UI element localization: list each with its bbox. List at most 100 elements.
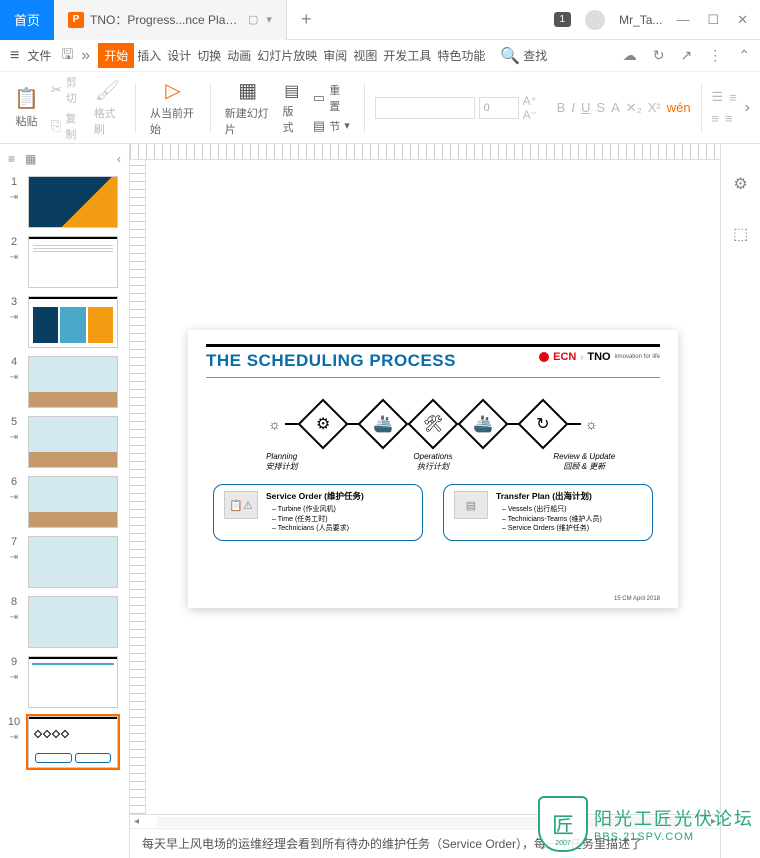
reset-button[interactable]: ▭重置 [313, 82, 350, 114]
ruler-vertical [130, 160, 146, 814]
underline-button[interactable]: U [581, 100, 590, 115]
slide-thumbnail[interactable]: 6⇥ [0, 472, 129, 532]
align-button[interactable]: ≡ [711, 111, 719, 126]
main-area: ≡ ▦ ‹ 1⇥2⇥3⇥4⇥5⇥6⇥7⇥8⇥9⇥10⇥ THE SCHEDULI… [0, 144, 760, 858]
section-button[interactable]: ▤节 ▾ [313, 118, 350, 134]
present-icon[interactable]: ▢ [248, 13, 258, 26]
menubar: ≡ 文件 🖫 » 开始 插入 设计 切换 动画 幻灯片放映 审阅 视图 开发工具… [0, 40, 760, 72]
paste-button[interactable]: 📋 粘贴 [10, 86, 43, 129]
canvas-scroll[interactable]: THE SCHEDULING PROCESS ECN › TNO innovat… [146, 160, 720, 814]
username: Mr_Ta... [619, 13, 662, 27]
toolbar: 📋 粘贴 ✂剪切 ⎘复制 🖌 格式刷 ▷ 从当前开始 ▦ 新建幻灯片 ▤ 版式 … [0, 72, 760, 144]
cloud-icon[interactable]: ☁ [623, 47, 637, 64]
slide-title: THE SCHEDULING PROCESS [206, 351, 456, 371]
file-menu[interactable]: 文件 [27, 47, 51, 64]
italic-button[interactable]: I [571, 100, 575, 115]
maximize-button[interactable]: ☐ [707, 12, 719, 28]
transfer-plan-box: ▤ Transfer Plan (出海计划) Vessels (出行船只) Te… [443, 484, 653, 541]
home-tab[interactable]: 首页 [0, 0, 54, 40]
menu-design[interactable]: 设计 [164, 43, 194, 68]
menu-slideshow[interactable]: 幻灯片放映 [254, 43, 320, 68]
layout-button[interactable]: ▤ 版式 [279, 81, 305, 135]
process-flow: ☼ ⚙ 🚢 🛠 🚢 ↻ ☼ [206, 406, 660, 442]
outline-view-icon[interactable]: ≡ [8, 152, 15, 166]
info-boxes: 📋⚠ Service Order (维护任务) Turbine (作业风机) T… [206, 484, 660, 541]
strike-button[interactable]: S [596, 100, 605, 115]
slide-thumbnail[interactable]: 10⇥ [0, 712, 129, 772]
settings-icon[interactable]: ⚙ [733, 174, 747, 194]
slide-thumbnail[interactable]: 5⇥ [0, 412, 129, 472]
thumb-view-icon[interactable]: ▦ [25, 152, 36, 166]
menu-insert[interactable]: 插入 [134, 43, 164, 68]
document-name: TNO：Progress...nce Planning [90, 11, 240, 28]
share-icon[interactable]: ↗ [681, 47, 693, 64]
cut-button[interactable]: ✂剪切 [51, 74, 82, 106]
highlight-button[interactable]: ✕₂ [626, 100, 642, 116]
notification-badge[interactable]: 1 [554, 12, 572, 27]
bullet-list-button[interactable]: ☰ [711, 89, 723, 105]
indent-button[interactable]: ≡ [725, 111, 733, 126]
more-icon[interactable]: » [81, 47, 90, 65]
slide-thumbnail[interactable]: 7⇥ [0, 532, 129, 592]
menu-start[interactable]: 开始 [98, 43, 134, 68]
presentation-icon: P [68, 12, 84, 28]
avatar[interactable] [585, 10, 605, 30]
notes-text[interactable]: 每天早上风电场的运维经理会看到所有待办的维护任务（Service Order），… [130, 828, 720, 858]
panel-close-icon[interactable]: ‹ [117, 152, 121, 166]
menu-view[interactable]: 视图 [350, 43, 380, 68]
scrollbar-horizontal[interactable]: ◂ ▸ [130, 814, 720, 828]
menu-special[interactable]: 特色功能 [434, 43, 488, 68]
slide-thumbnail[interactable]: 8⇥ [0, 592, 129, 652]
slide-panel[interactable]: ≡ ▦ ‹ 1⇥2⇥3⇥4⇥5⇥6⇥7⇥8⇥9⇥10⇥ [0, 144, 130, 858]
right-sidebar: ⚙ ⬚ [720, 144, 760, 858]
copy-button[interactable]: ⎘复制 [51, 110, 82, 142]
slide-thumbnail[interactable]: 2⇥ [0, 232, 129, 292]
hamburger-icon[interactable]: ≡ [10, 47, 19, 65]
bold-button[interactable]: B [557, 100, 566, 115]
slide-thumbnail[interactable]: 9⇥ [0, 652, 129, 712]
document-tab[interactable]: P TNO：Progress...nce Planning ▢ ▾ [54, 0, 287, 40]
format-painter-button[interactable]: 🖌 格式刷 [90, 78, 126, 137]
font-size-select[interactable] [479, 97, 519, 119]
sync-icon[interactable]: ↻ [653, 47, 665, 64]
wen-button[interactable]: wén [667, 100, 691, 115]
scroll-right-icon[interactable]: ▸ [707, 816, 720, 827]
sunrise-icon: ☼ [268, 416, 281, 432]
slide-footer: 15 CM April 2018 [614, 596, 660, 602]
font-color-button[interactable]: A [611, 100, 620, 115]
operations-node-2: 🛠 [408, 399, 459, 450]
search-label[interactable]: 查找 [520, 43, 550, 68]
save-icon[interactable]: 🖫 [61, 44, 73, 68]
menu-review[interactable]: 审阅 [320, 43, 350, 68]
operations-node-1: 🚢 [358, 399, 409, 450]
menu-dev[interactable]: 开发工具 [380, 43, 434, 68]
toolbar-more-icon[interactable]: › [745, 99, 750, 117]
planning-node: ⚙ [298, 399, 349, 450]
add-tab-button[interactable]: + [287, 0, 326, 40]
number-list-button[interactable]: ≡ [729, 90, 737, 105]
service-order-box: 📋⚠ Service Order (维护任务) Turbine (作业风机) T… [213, 484, 423, 541]
close-button[interactable]: ✕ [737, 12, 748, 28]
logo-area: ECN › TNO innovation for life [539, 351, 660, 363]
dropdown-icon[interactable]: ▾ [266, 13, 272, 26]
ruler-horizontal [130, 144, 720, 160]
slide-thumbnail[interactable]: 1⇥ [0, 172, 129, 232]
layers-icon[interactable]: ⬚ [733, 224, 748, 244]
menu-animation[interactable]: 动画 [224, 43, 254, 68]
from-current-button[interactable]: ▷ 从当前开始 [146, 78, 200, 137]
search-icon[interactable]: 🔍 [500, 46, 520, 66]
chevron-up-icon[interactable]: ⌃ [738, 47, 750, 64]
scroll-left-icon[interactable]: ◂ [130, 816, 143, 827]
new-slide-button[interactable]: ▦ 新建幻灯片 [221, 78, 275, 137]
kebab-icon[interactable]: ⋮ [708, 47, 722, 64]
review-node: ↻ [518, 399, 569, 450]
sunset-icon: ☼ [585, 416, 598, 432]
menu-transition[interactable]: 切换 [194, 43, 224, 68]
slide-thumbnail[interactable]: 4⇥ [0, 352, 129, 412]
slide-thumbnail[interactable]: 3⇥ [0, 292, 129, 352]
font-family-select[interactable] [375, 97, 475, 119]
slide[interactable]: THE SCHEDULING PROCESS ECN › TNO innovat… [188, 330, 678, 608]
superscript-button[interactable]: X² [648, 100, 661, 115]
minimize-button[interactable]: — [676, 12, 689, 28]
ecn-logo-icon [539, 352, 549, 362]
